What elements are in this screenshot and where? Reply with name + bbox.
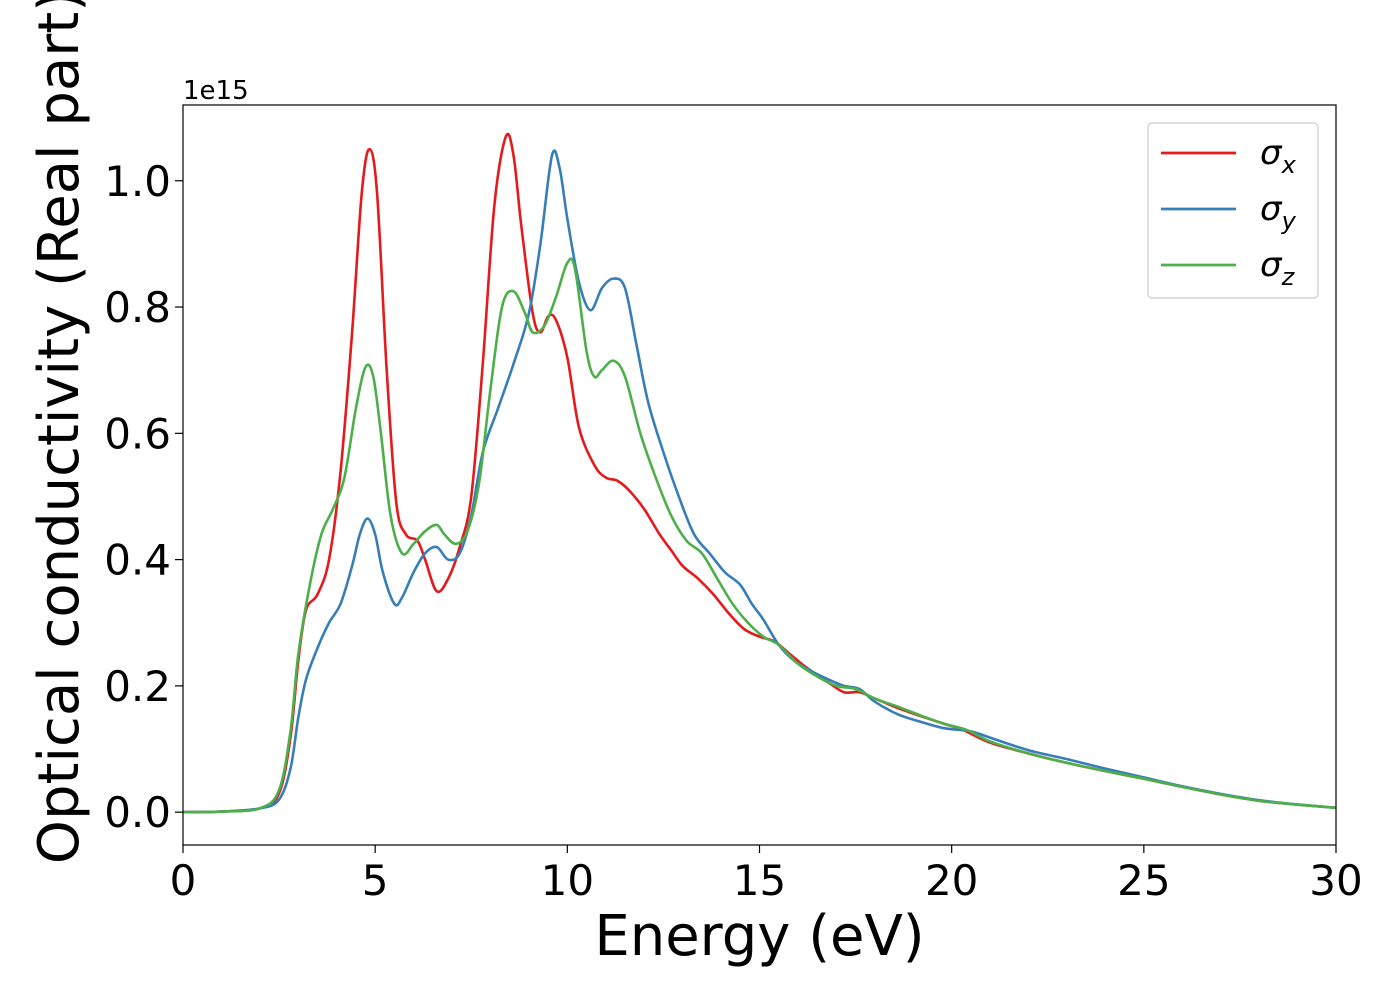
legend: σx σy σz (1147, 122, 1319, 299)
y-tick-label: 0.6 (104, 409, 171, 458)
legend-label: σy (1260, 189, 1297, 235)
series-line-2 (183, 149, 1336, 814)
series-line-3 (183, 257, 1336, 814)
legend-label: σx (1260, 133, 1297, 179)
y-axis-label: Optical conductivity (Real part) (27, 0, 92, 864)
x-tick-label: 5 (362, 856, 389, 905)
series-layer (183, 132, 1336, 814)
legend-box (1147, 122, 1319, 299)
x-tick-label: 25 (1117, 856, 1170, 905)
y-tick-label: 0.4 (104, 536, 171, 585)
x-tick-label: 0 (170, 856, 197, 905)
x-axis-ticks: 0 5 10 15 20 25 30 (170, 845, 1363, 905)
y-tick-label: 0.8 (104, 283, 171, 332)
x-tick-label: 30 (1309, 856, 1362, 905)
y-axis-ticks: 0.0 0.2 0.4 0.6 0.8 1.0 (104, 157, 183, 837)
x-tick-label: 15 (733, 856, 786, 905)
legend-label: σz (1260, 245, 1296, 291)
y-tick-label: 0.2 (104, 662, 171, 711)
y-offset-label: 1e15 (183, 76, 249, 106)
x-tick-label: 10 (541, 856, 594, 905)
y-tick-label: 1.0 (104, 157, 171, 206)
y-tick-label: 0.0 (104, 788, 171, 837)
x-tick-label: 20 (925, 856, 978, 905)
x-axis-label: Energy (eV) (594, 904, 924, 969)
